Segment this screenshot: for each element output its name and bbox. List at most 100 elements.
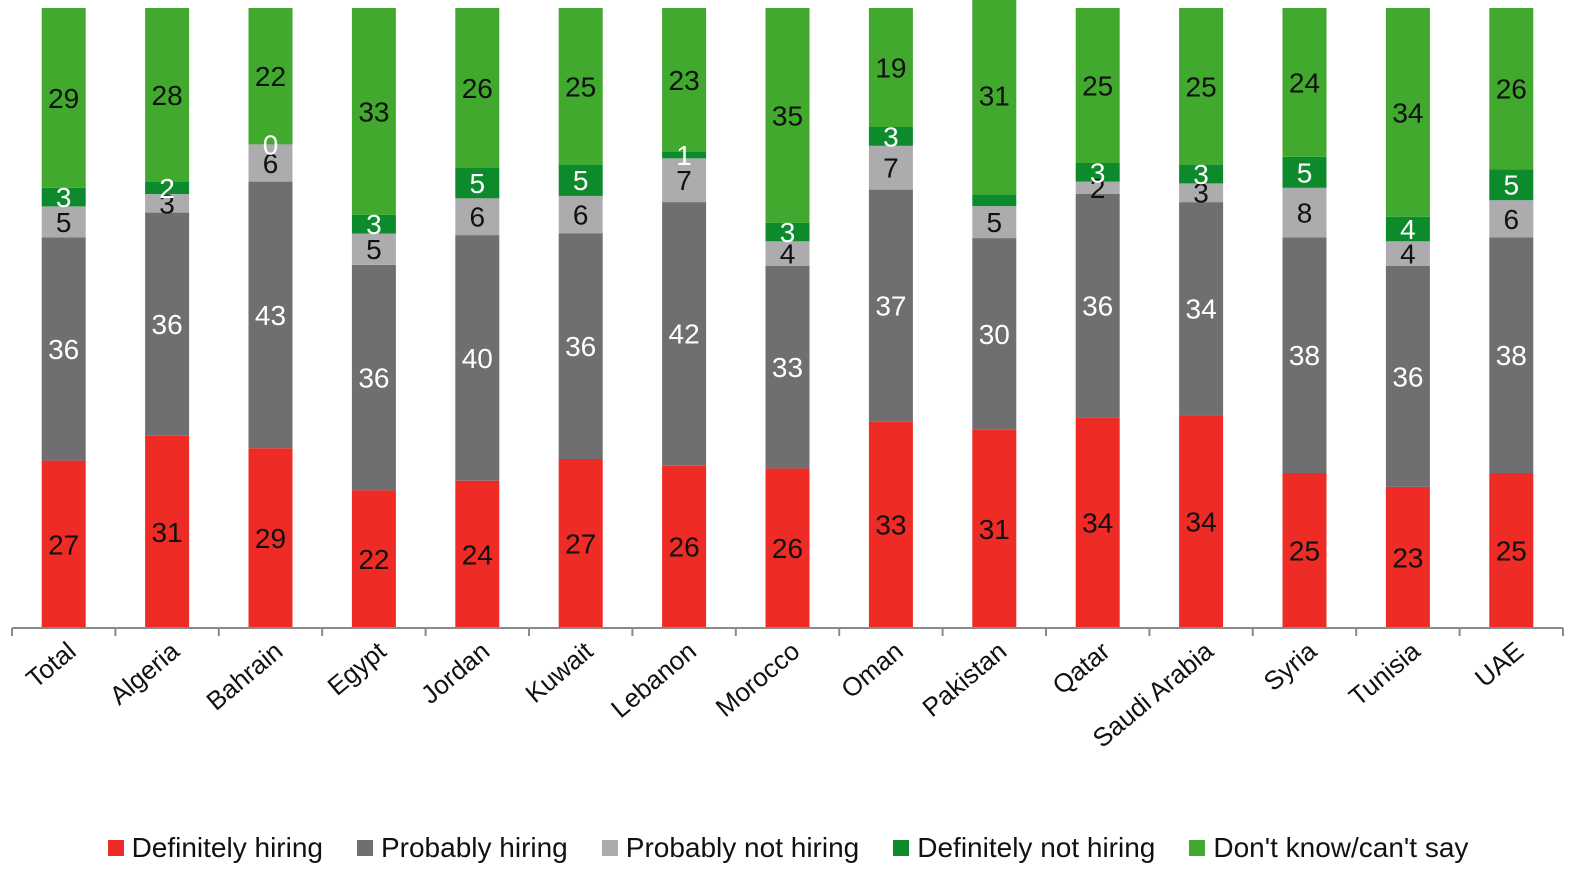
data-label-total-don-t-know-can-t-say: 29 — [48, 83, 79, 114]
bar-pakistan-probably-hiring — [972, 238, 1017, 430]
bar-uae-definitely-not-hiring — [1489, 169, 1534, 201]
data-label-total-probably-hiring: 36 — [48, 334, 79, 365]
bar-jordan-definitely-not-hiring — [455, 167, 500, 199]
data-label-tunisia-probably-hiring: 36 — [1392, 361, 1423, 392]
x-tick-label-jordan: Jordan — [415, 636, 495, 710]
data-label-jordan-probably-hiring: 40 — [462, 343, 493, 374]
x-tick-label-morocco: Morocco — [710, 636, 806, 723]
bar-pakistan-definitely-not-hiring — [972, 194, 1017, 207]
stacked-bar-chart: 2736532931363228294360222236533324406526… — [11, 0, 1564, 753]
bar-oman-definitely-hiring — [868, 421, 913, 628]
legend-label-definitely-hiring: Definitely hiring — [131, 832, 323, 863]
bar-algeria-definitely-hiring — [145, 435, 190, 628]
bar-oman-probably-not-hiring — [868, 145, 913, 190]
bar-morocco-definitely-hiring — [765, 468, 810, 628]
bar-saudi-arabia-don-t-know-can-t-say — [1179, 8, 1224, 165]
bar-syria-don-t-know-can-t-say — [1282, 8, 1327, 157]
data-label-qatar-probably-not-hiring: 2 — [1090, 173, 1106, 204]
bar-kuwait-definitely-hiring — [558, 458, 603, 628]
bar-syria-probably-not-hiring — [1282, 187, 1327, 238]
bar-syria-probably-hiring — [1282, 237, 1327, 473]
bar-uae-probably-not-hiring — [1489, 200, 1534, 238]
data-label-jordan-definitely-hiring: 24 — [462, 539, 493, 570]
bar-kuwait-don-t-know-can-t-say — [558, 8, 603, 165]
data-label-uae-probably-hiring: 38 — [1496, 340, 1527, 371]
bar-egypt-probably-not-hiring — [351, 233, 396, 265]
data-label-uae-definitely-not-hiring: 5 — [1504, 170, 1520, 201]
data-label-syria-probably-not-hiring: 8 — [1297, 198, 1313, 229]
data-label-algeria-probably-hiring: 36 — [152, 309, 183, 340]
data-label-bahrain-definitely-hiring: 29 — [255, 523, 286, 554]
data-label-morocco-don-t-know-can-t-say: 35 — [772, 100, 803, 131]
data-label-total-definitely-hiring: 27 — [48, 529, 79, 560]
bar-qatar-definitely-hiring — [1075, 417, 1120, 628]
bars-group — [41, 0, 1534, 628]
legend-item-definitely-hiring: Definitely hiring — [107, 832, 323, 864]
data-label-saudi-arabia-definitely-not-hiring: 3 — [1193, 159, 1209, 190]
bar-total-probably-hiring — [41, 237, 86, 461]
data-label-morocco-probably-not-hiring: 4 — [780, 239, 796, 270]
bar-oman-probably-hiring — [868, 189, 913, 422]
data-label-lebanon-probably-not-hiring: 7 — [676, 165, 692, 196]
bar-uae-probably-hiring — [1489, 237, 1534, 473]
data-label-kuwait-definitely-not-hiring: 5 — [573, 165, 589, 196]
data-label-kuwait-don-t-know-can-t-say: 25 — [565, 71, 596, 102]
data-label-lebanon-don-t-know-can-t-say: 23 — [669, 65, 700, 96]
data-label-algeria-don-t-know-can-t-say: 28 — [152, 80, 183, 111]
bar-lebanon-definitely-not-hiring — [662, 152, 707, 159]
data-label-egypt-probably-hiring: 36 — [358, 363, 389, 394]
bar-pakistan-probably-not-hiring — [972, 206, 1017, 239]
data-label-oman-probably-not-hiring: 7 — [883, 153, 899, 184]
data-label-egypt-definitely-hiring: 22 — [358, 544, 389, 575]
bar-jordan-definitely-hiring — [455, 480, 500, 628]
bar-lebanon-definitely-hiring — [662, 465, 707, 628]
data-label-lebanon-probably-hiring: 42 — [669, 319, 700, 350]
data-label-bahrain-don-t-know-can-t-say: 22 — [255, 61, 286, 92]
data-label-saudi-arabia-probably-hiring: 34 — [1186, 294, 1217, 325]
data-label-syria-probably-hiring: 38 — [1289, 340, 1320, 371]
bar-algeria-definitely-not-hiring — [145, 181, 190, 194]
data-label-egypt-definitely-not-hiring: 3 — [366, 209, 382, 240]
bar-pakistan-definitely-hiring — [972, 429, 1017, 628]
bar-algeria-don-t-know-can-t-say — [145, 8, 190, 182]
data-label-uae-probably-not-hiring: 6 — [1504, 204, 1520, 235]
data-label-total-probably-not-hiring: 5 — [56, 207, 72, 238]
bar-qatar-probably-hiring — [1075, 194, 1120, 418]
data-label-lebanon-definitely-not-hiring: 1 — [676, 140, 692, 171]
bar-egypt-don-t-know-can-t-say — [351, 8, 396, 215]
data-label-oman-probably-hiring: 37 — [875, 291, 906, 322]
data-label-algeria-probably-not-hiring: 3 — [159, 188, 175, 219]
data-label-bahrain-definitely-not-hiring: 0 — [263, 129, 279, 160]
data-label-pakistan-definitely-hiring: 31 — [979, 514, 1010, 545]
data-label-syria-definitely-hiring: 25 — [1289, 536, 1320, 567]
bar-morocco-probably-hiring — [765, 265, 810, 469]
x-tick-labels-group: Total Algeria Bahrain Egypt Jordan Kuwait Leba… — [20, 635, 1529, 753]
data-label-qatar-definitely-not-hiring: 3 — [1090, 157, 1106, 188]
data-label-lebanon-definitely-hiring: 26 — [669, 532, 700, 563]
legend-item-probably-not-hiring: Probably not hiring — [601, 832, 859, 864]
data-label-tunisia-definitely-not-hiring: 4 — [1400, 214, 1416, 245]
x-tick-label-oman: Oman — [835, 636, 909, 704]
bar-egypt-definitely-hiring — [351, 490, 396, 628]
x-tick-label-tunisia: Tunisia — [1343, 635, 1426, 712]
bar-algeria-probably-hiring — [145, 212, 190, 436]
x-tick-label-pakistan: Pakistan — [916, 636, 1012, 723]
data-label-jordan-definitely-not-hiring: 5 — [470, 168, 486, 199]
legend-item-definitely-not-hiring: Definitely not hiring — [893, 832, 1155, 864]
data-label-algeria-definitely-hiring: 31 — [152, 517, 183, 548]
data-label-pakistan-probably-hiring: 30 — [979, 319, 1010, 350]
bar-morocco-probably-not-hiring — [765, 241, 810, 266]
bar-total-definitely-hiring — [41, 460, 86, 628]
bar-pakistan-don-t-know-can-t-say — [972, 0, 1017, 195]
bar-tunisia-probably-hiring — [1385, 265, 1430, 487]
bar-bahrain-definitely-hiring — [248, 448, 293, 628]
data-label-uae-definitely-hiring: 25 — [1496, 536, 1527, 567]
bar-qatar-probably-not-hiring — [1075, 181, 1120, 194]
data-label-tunisia-don-t-know-can-t-say: 34 — [1392, 97, 1423, 128]
bar-kuwait-probably-not-hiring — [558, 195, 603, 234]
data-label-qatar-definitely-hiring: 34 — [1082, 508, 1113, 539]
bar-kuwait-probably-hiring — [558, 233, 603, 459]
data-label-syria-don-t-know-can-t-say: 24 — [1289, 67, 1320, 98]
data-label-saudi-arabia-definitely-hiring: 34 — [1186, 507, 1217, 538]
data-label-morocco-definitely-not-hiring: 3 — [780, 217, 796, 248]
